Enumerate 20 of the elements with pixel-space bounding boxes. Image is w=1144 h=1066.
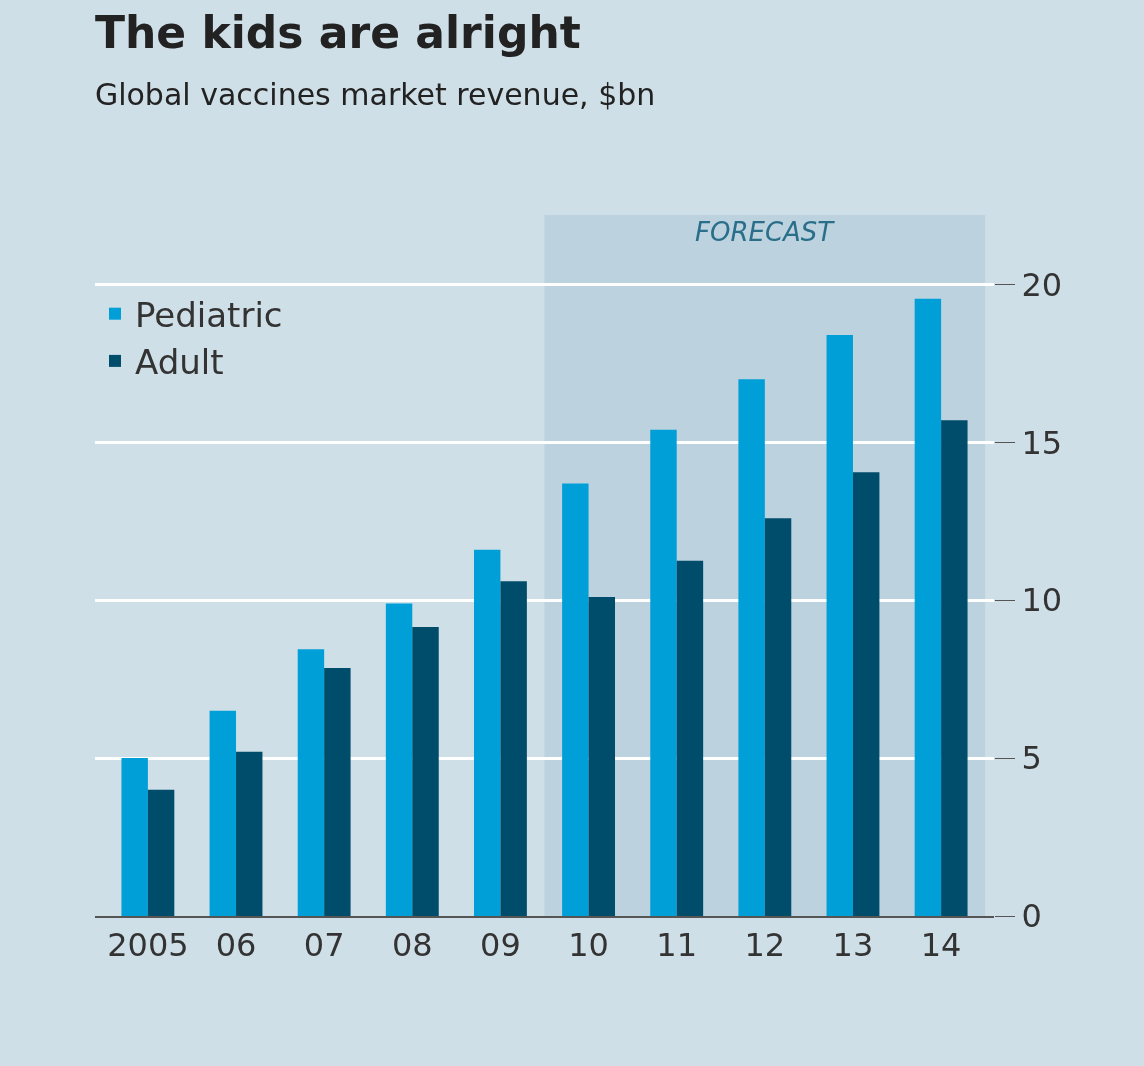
x-tick-label: 13 bbox=[832, 926, 874, 965]
x-tick-label: 09 bbox=[480, 926, 521, 965]
y-tick-label: 10 bbox=[1021, 581, 1063, 620]
x-tick-label: 08 bbox=[391, 926, 433, 965]
legend-label: Pediatric bbox=[135, 294, 283, 335]
y-tick-label: 5 bbox=[1021, 739, 1042, 778]
x-tick-label: 14 bbox=[920, 926, 962, 965]
x-tick-label: 12 bbox=[744, 926, 786, 965]
chart-title: The kids are alright bbox=[94, 6, 581, 58]
y-tick-label: 20 bbox=[1021, 265, 1063, 304]
x-tick-label: 07 bbox=[303, 926, 345, 965]
y-tick-label: 0 bbox=[1021, 897, 1042, 936]
band-label: FORECAST bbox=[695, 217, 836, 247]
x-tick-label: 11 bbox=[656, 926, 698, 965]
chart-subtitle: Global vaccines market revenue, $bn bbox=[94, 77, 656, 113]
legend-label: Adult bbox=[135, 342, 224, 383]
x-tick-label: 2005 bbox=[107, 926, 189, 965]
x-tick-label: 10 bbox=[568, 926, 609, 965]
x-tick-label: 06 bbox=[215, 926, 257, 965]
y-tick-label: 15 bbox=[1021, 423, 1063, 462]
